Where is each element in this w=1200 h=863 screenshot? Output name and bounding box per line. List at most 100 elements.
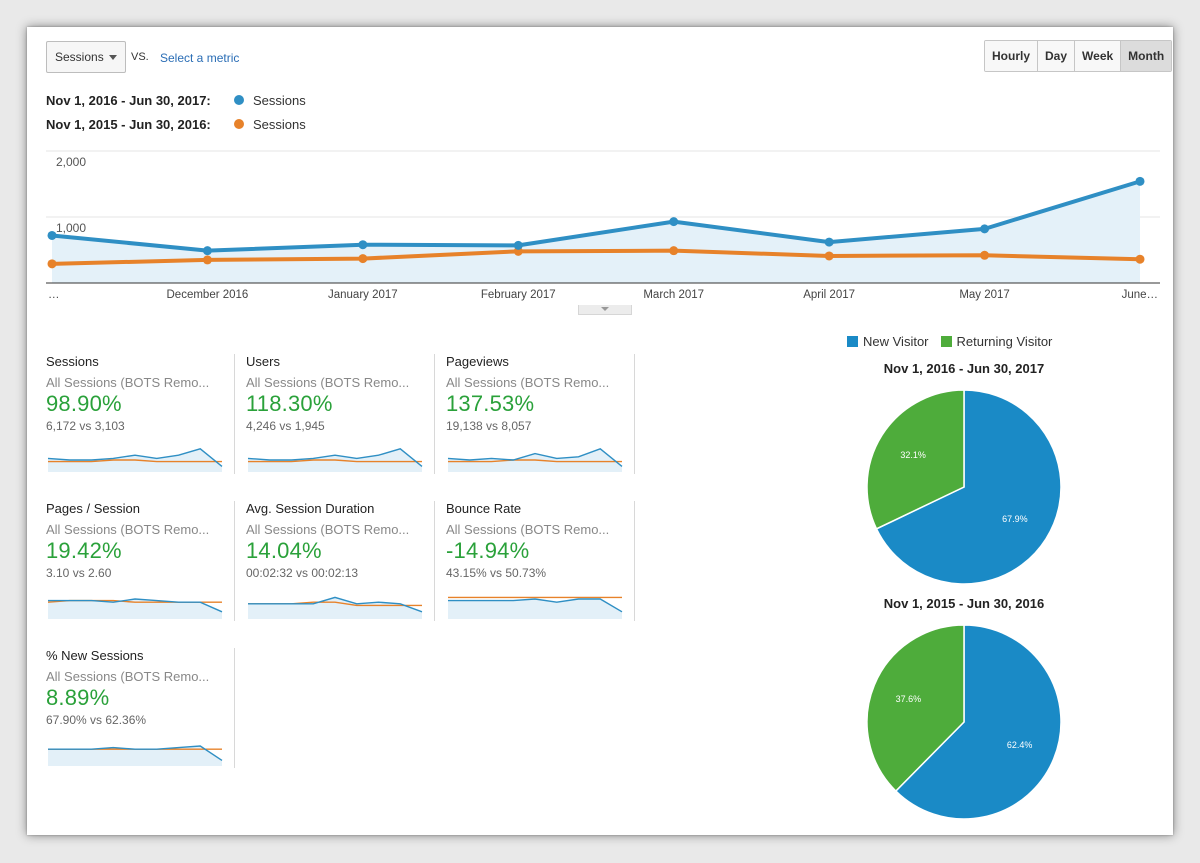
scorecard-segment: All Sessions (BOTS Remo... [246, 522, 410, 537]
scorecard-segment: All Sessions (BOTS Remo... [246, 375, 410, 390]
scorecard[interactable]: % New Sessions All Sessions (BOTS Remo...… [46, 648, 236, 788]
scorecard-divider [434, 501, 435, 621]
scorecard[interactable]: Sessions All Sessions (BOTS Remo... 98.90%… [46, 354, 236, 494]
x-tick-label: February 2017 [481, 289, 556, 301]
scorecard-segment: All Sessions (BOTS Remo... [46, 669, 210, 684]
date-range-previous: Nov 1, 2015 - Jun 30, 2016: [46, 116, 211, 132]
scorecard[interactable]: Avg. Session Duration All Sessions (BOTS … [246, 501, 436, 641]
scorecard-change: 98.90% [46, 391, 122, 416]
scorecard-sparkline [247, 448, 423, 472]
scorecard-divider [234, 648, 235, 768]
series-label-current: Sessions [253, 92, 306, 108]
scorecard-title: % New Sessions [46, 648, 144, 663]
series-dot-icon [234, 95, 244, 105]
scorecard[interactable]: Pages / Session All Sessions (BOTS Remo..… [46, 501, 236, 641]
pie-slice-label: 62.4% [1007, 740, 1033, 750]
data-point[interactable] [202, 246, 212, 256]
sparkline-current [48, 598, 223, 613]
pie-slice-returning-visitor[interactable] [866, 624, 965, 793]
scorecard-divider [634, 354, 635, 474]
scorecard-sparkline [47, 448, 223, 472]
scorecard-segment: All Sessions (BOTS Remo... [446, 375, 610, 390]
data-point[interactable] [513, 240, 523, 250]
data-point[interactable] [980, 224, 990, 234]
sparkline-area [48, 746, 222, 766]
hourly-button[interactable]: Hourly [985, 41, 1038, 71]
scorecard-comparison: 43.15% vs 50.73% [446, 566, 547, 580]
scorecard[interactable]: Bounce Rate All Sessions (BOTS Remo... -14… [446, 501, 636, 641]
scorecard-change: 8.89% [46, 685, 110, 710]
pie-title-current: Nov 1, 2016 - Jun 30, 2017 [883, 361, 1045, 376]
scorecard-comparison: 3.10 vs 2.60 [46, 566, 112, 580]
data-point[interactable] [358, 254, 368, 264]
data-point[interactable] [824, 237, 834, 247]
sparkline-current [448, 598, 623, 613]
series-line-current [51, 179, 1141, 253]
sparkline-current [247, 448, 423, 467]
chart-collapse-toggle[interactable] [578, 305, 632, 315]
comparison-legend-previous: Nov 1, 2015 - Jun 30, 2016: Sessions [46, 115, 306, 133]
scorecard[interactable]: Pageviews All Sessions (BOTS Remo... 137.5… [446, 354, 636, 494]
scorecard-sparkline [47, 598, 223, 619]
sparkline-area [48, 599, 222, 619]
data-point[interactable] [1135, 176, 1145, 186]
scorecard-comparison: 6,172 vs 3,103 [46, 419, 125, 433]
sparkline-current [47, 448, 223, 467]
scorecard-divider [234, 501, 235, 621]
scorecard-title: Pageviews [446, 354, 509, 369]
data-point[interactable] [669, 246, 679, 256]
metric-dropdown-value: Sessions [55, 50, 104, 64]
analytics-panel: Sessions VS. Select a metric Hourly Day … [27, 27, 1173, 835]
x-tick-label: March 2017 [643, 289, 704, 301]
series-dot-icon [234, 119, 244, 129]
visitor-pie-previous: 62.4% 37.6% [866, 624, 1062, 820]
scorecard-sparkline [447, 448, 623, 472]
scorecard[interactable]: Users All Sessions (BOTS Remo... 118.30% 4,… [246, 354, 436, 494]
sparkline-area [448, 599, 622, 619]
scorecard-sparkline [448, 596, 623, 619]
scorecard-change: 14.04% [246, 538, 322, 563]
scorecard-change: 118.30% [246, 391, 333, 416]
scorecard-divider [434, 354, 435, 474]
series-label-previous: Sessions [253, 116, 306, 132]
scorecard-sparkline [48, 745, 223, 766]
metric-dropdown[interactable]: Sessions [46, 41, 126, 73]
pie-slice-label: 37.6% [896, 694, 922, 704]
scorecard-sparkline [248, 596, 423, 619]
data-point[interactable] [824, 251, 834, 261]
scorecard-segment: All Sessions (BOTS Remo... [46, 522, 210, 537]
select-metric-link[interactable]: Select a metric [160, 51, 240, 65]
scorecard-divider [234, 354, 235, 474]
legend-swatch-returning [940, 336, 952, 347]
data-point[interactable] [47, 259, 57, 269]
data-point[interactable] [47, 230, 57, 240]
x-tick-label: June… [1122, 289, 1158, 301]
scorecard-title: Bounce Rate [446, 501, 522, 516]
week-button[interactable]: Week [1074, 41, 1121, 71]
scorecard-comparison: 19,138 vs 8,057 [446, 419, 532, 433]
chevron-down-icon [601, 307, 609, 311]
date-range-current: Nov 1, 2016 - Jun 30, 2017: [46, 92, 211, 108]
sparkline-previous [248, 459, 422, 463]
pie-slice-new-visitor[interactable] [875, 389, 1062, 585]
visitor-pie-current: 67.9% 32.1% [866, 389, 1062, 585]
day-button[interactable]: Day [1037, 41, 1075, 71]
data-point[interactable] [202, 255, 212, 265]
scorecard-title: Avg. Session Duration [246, 501, 375, 516]
scorecard-divider [634, 501, 635, 621]
vs-label: VS. [131, 51, 149, 63]
pie-slice-new-visitor[interactable] [894, 624, 1062, 820]
sparkline-current [248, 596, 423, 613]
data-point[interactable] [1135, 254, 1145, 264]
scorecard-comparison: 00:02:32 vs 00:02:13 [246, 566, 359, 580]
sparkline-area [248, 597, 422, 619]
x-tick-label: … [48, 289, 60, 301]
sparkline-previous [48, 459, 222, 463]
scorecard-comparison: 67.90% vs 62.36% [46, 713, 147, 727]
data-point[interactable] [980, 250, 990, 260]
pie-slice-returning-visitor[interactable] [866, 389, 965, 530]
data-point[interactable] [669, 217, 679, 227]
data-point[interactable] [358, 240, 368, 250]
month-button[interactable]: Month [1120, 41, 1172, 71]
legend-label-returning: Returning Visitor [956, 334, 1053, 349]
